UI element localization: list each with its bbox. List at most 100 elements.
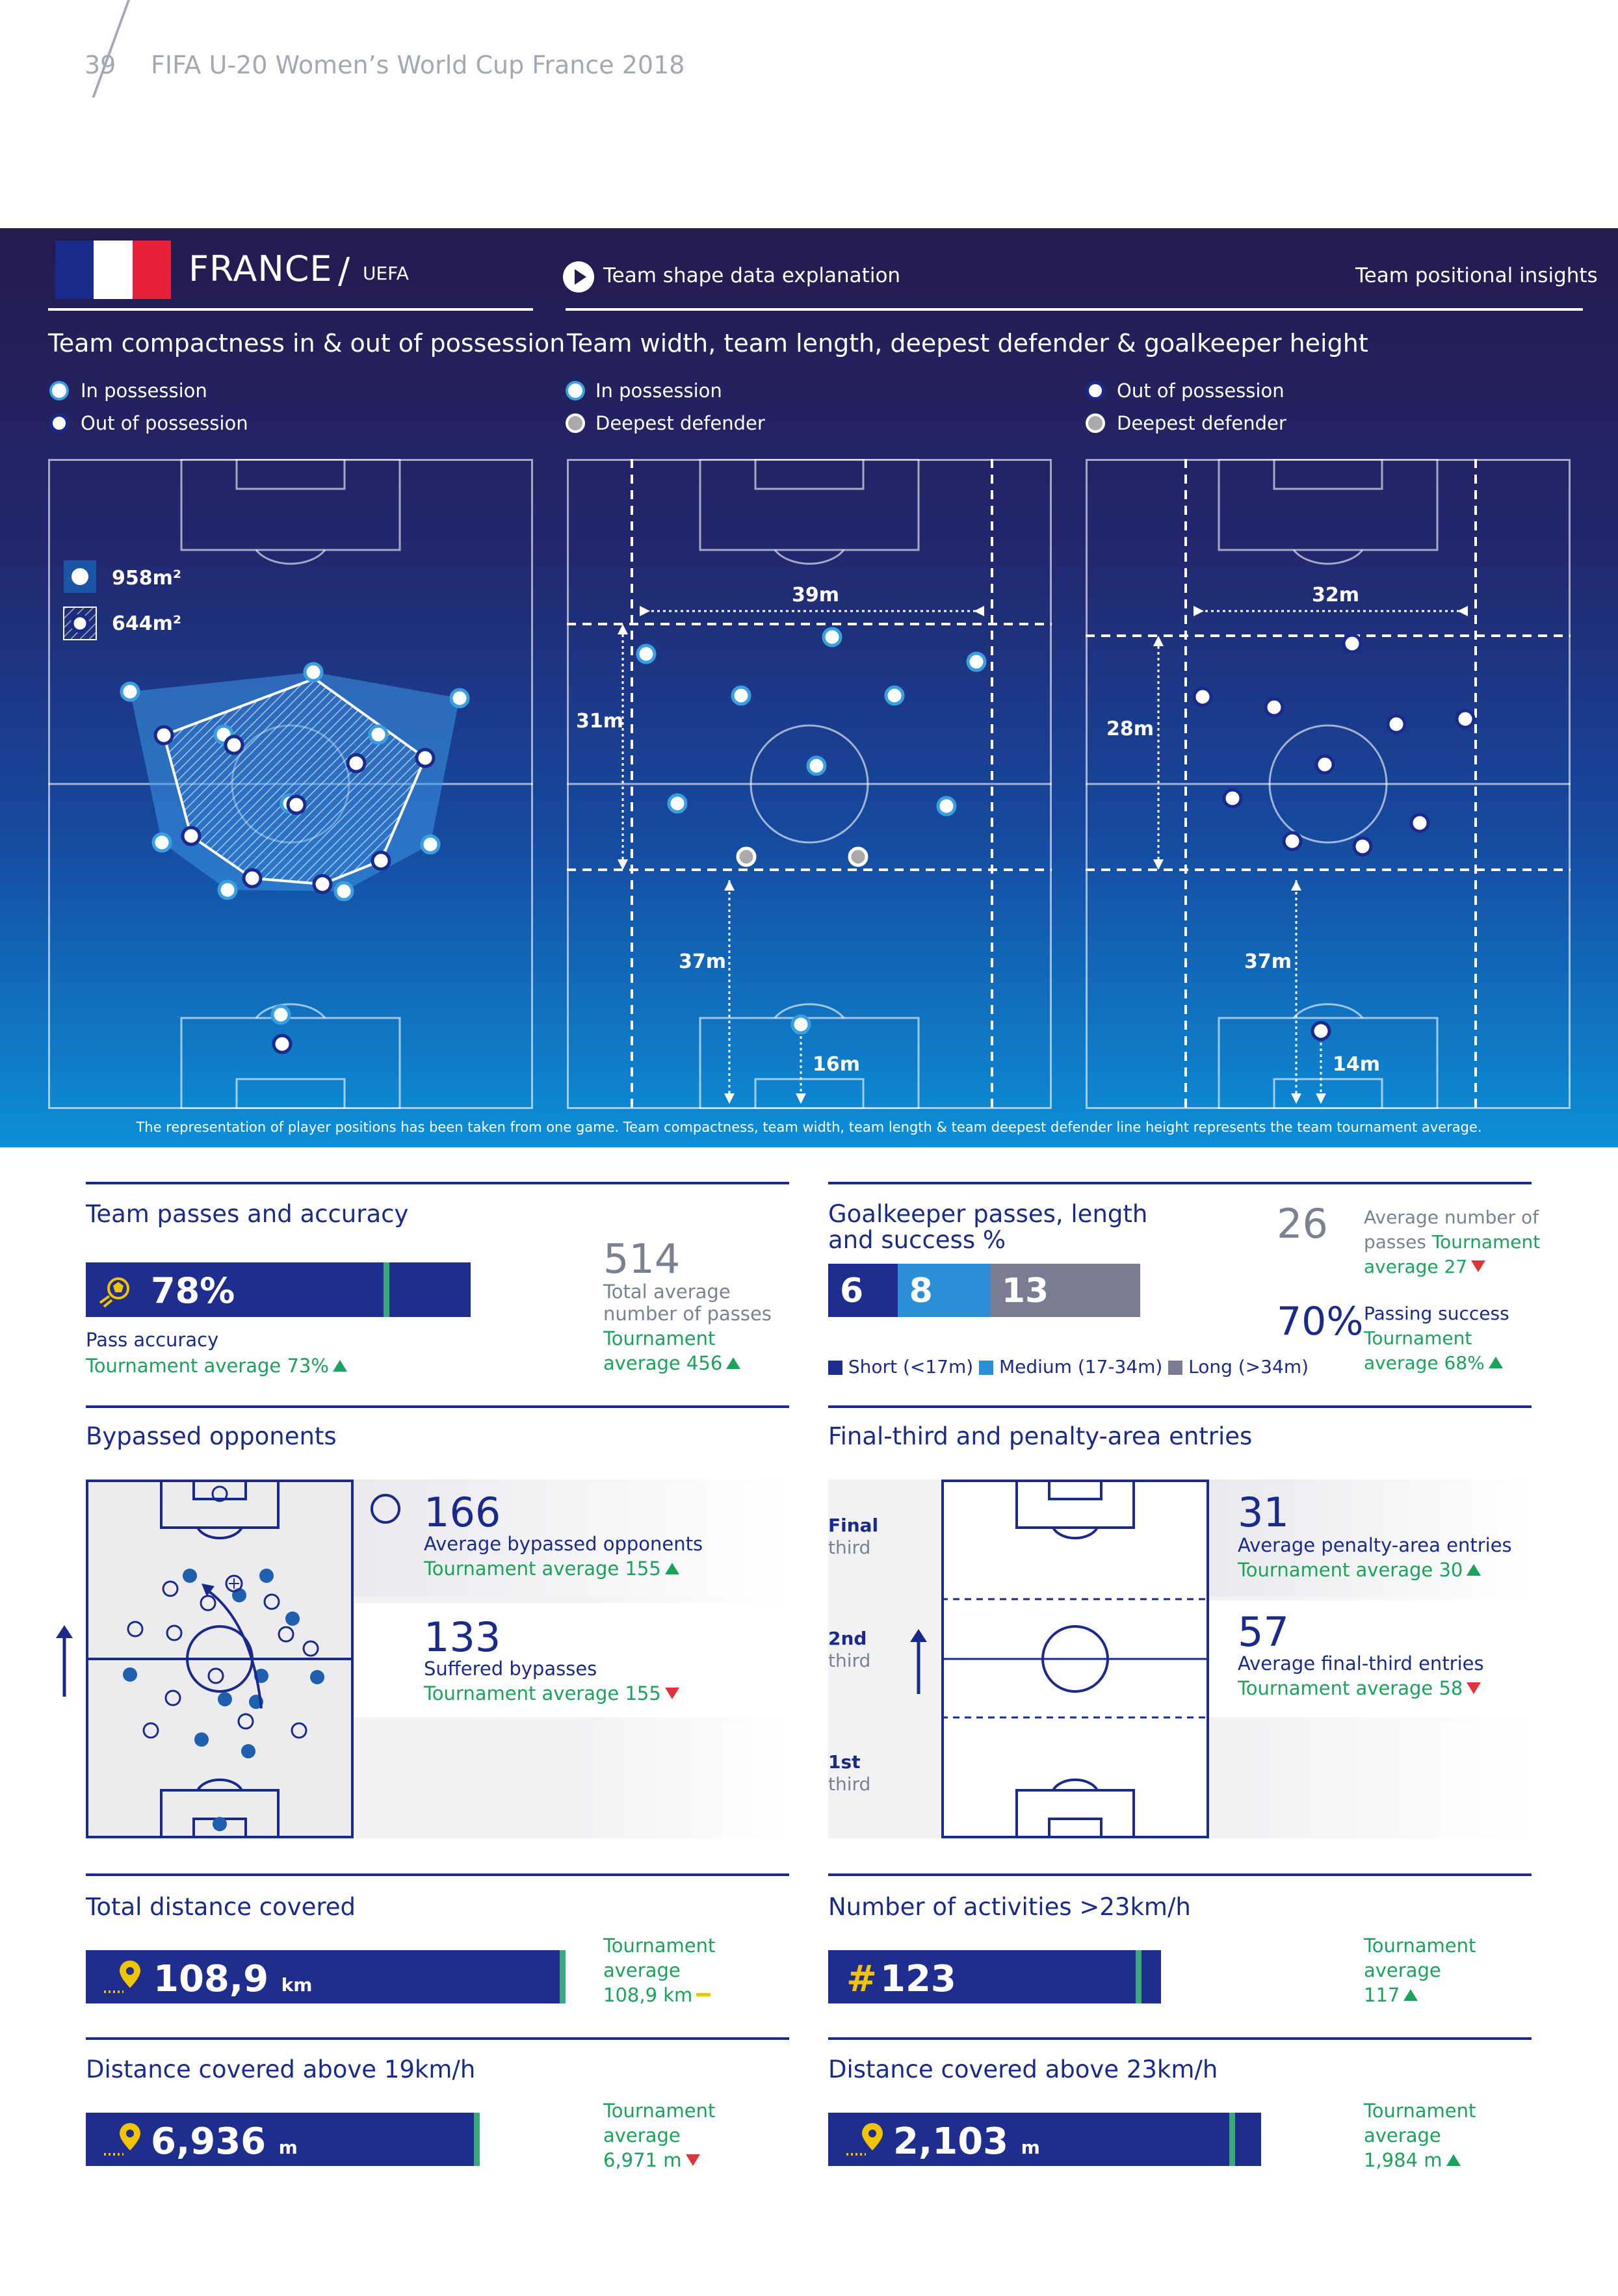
entries-pitch: [941, 1480, 1209, 1838]
gk-medium-segment: [897, 1264, 990, 1317]
dist23-tour-text: 1,984 m: [1364, 2149, 1442, 2171]
penalty-entries-value: 31: [1238, 1489, 1289, 1536]
section-rule: [828, 1873, 1532, 1876]
play-icon[interactable]: [563, 261, 594, 293]
pass-accuracy-bar: 78%: [86, 1262, 471, 1317]
dist19-unit: m: [278, 2137, 298, 2158]
bypassed-suffered-tour: Tournament average 155: [424, 1682, 679, 1704]
dist23-number: 2,103: [893, 2120, 1009, 2163]
second-third-label-2: third: [828, 1650, 871, 1671]
in-deepest-height: 37m: [679, 950, 727, 973]
bypassed-avg-value: 166: [424, 1489, 501, 1536]
down-arrow-icon: [664, 1688, 679, 1699]
distance-tour: 108,9 km: [603, 1984, 711, 2006]
activities-marker: [1136, 1950, 1142, 2003]
second-third-label: 2nd: [828, 1628, 867, 1649]
out-length-value: 28m: [1106, 718, 1155, 740]
final-third-entries-value: 57: [1238, 1608, 1289, 1656]
gk-short-segment: [828, 1264, 898, 1317]
section-rule: [86, 2037, 789, 2040]
team-name: FRANCE: [189, 248, 333, 289]
entries-row-1: [1209, 1480, 1532, 1597]
gk-legend-short: Short (<17m): [848, 1356, 974, 1377]
compactness-pitch: 958m² 644m²: [48, 458, 533, 1110]
legend-out: Out of possession: [81, 412, 248, 434]
short-swatch: [828, 1361, 842, 1375]
entries-title: Final-third and penalty-area entries: [828, 1422, 1253, 1450]
dist23-title: Distance covered above 23km/h: [828, 2055, 1218, 2083]
final-third-entries-tour: Tournament average 58: [1238, 1677, 1481, 1699]
dist23-tour-1: Tournament: [1364, 2100, 1476, 2122]
gk-legend-long: Long (>34m): [1188, 1356, 1309, 1377]
dist23-bar: 2,103 m: [828, 2113, 1261, 2166]
distance-number: 108,9: [153, 1958, 269, 2000]
gk-legend: Short (<17m) Medium (17-34m) Long (>34m): [828, 1356, 1309, 1377]
deepest-defender-dot-icon: [1086, 413, 1105, 433]
down-arrow-icon: [685, 2154, 700, 2166]
bypassed-avg-tour-text: Tournament average 155: [424, 1558, 661, 1580]
location-pin-icon: [104, 1961, 140, 1993]
long-swatch: [1168, 1361, 1183, 1375]
in-possession-dot-icon: [566, 381, 585, 400]
pass-accuracy-marker: [383, 1262, 389, 1317]
final-third-label: Final: [828, 1515, 879, 1536]
penalty-entries-tour-text: Tournament average 30: [1238, 1559, 1463, 1581]
section-rule: [86, 1405, 789, 1408]
divider: [48, 308, 533, 311]
total-passes-label-1: Total average: [603, 1281, 731, 1303]
activities-tour: 117: [1364, 1984, 1418, 2006]
total-passes-label-2: number of passes: [603, 1303, 772, 1325]
gk-success-tour-1: Tournament: [1364, 1327, 1472, 1349]
total-passes-tour-text: average 456: [603, 1352, 723, 1374]
gk-avg-passes-label-2: passes Tournament: [1364, 1231, 1540, 1253]
location-pin-icon: [104, 2123, 140, 2156]
dist19-value: 6,936 m: [151, 2120, 298, 2163]
distance-tour-1: Tournament: [603, 1935, 716, 1957]
legend-deepest: Deepest defender: [595, 412, 765, 434]
bypassed-row-2: [354, 1603, 789, 1717]
positional-insights-link[interactable]: Team positional insights: [1355, 264, 1598, 287]
gk-success-tour: average 68%: [1364, 1352, 1503, 1374]
pass-accuracy-tour: Tournament average 73%: [86, 1355, 347, 1377]
footnote: The representation of player positions h…: [136, 1119, 1482, 1135]
up-arrow-icon: [726, 1357, 741, 1369]
dist19-tour: 6,971 m: [603, 2149, 700, 2171]
bypassed-suffered-tour-text: Tournament average 155: [424, 1682, 661, 1704]
section-rule: [86, 1182, 789, 1184]
direction-arrow-icon: [56, 1625, 73, 1697]
final-third-entries-label: Average final-third entries: [1238, 1652, 1484, 1675]
opponent-circle-icon: [371, 1494, 400, 1524]
pass-accuracy-tour-text: Tournament average 73%: [86, 1355, 329, 1377]
gk-legend-medium: Medium (17-34m): [998, 1356, 1163, 1377]
bypassed-pitch: [86, 1480, 354, 1838]
out-possession-pitch: 32m 28m 37m 14m: [1086, 458, 1571, 1110]
header-divider: [92, 0, 130, 98]
in-possession-pitch: 39m 31m 37m 16m: [567, 458, 1052, 1110]
dist23-tour: 1,984 m: [1364, 2149, 1461, 2171]
dist19-title: Distance covered above 19km/h: [86, 2055, 476, 2083]
up-arrow-icon: [1467, 1564, 1481, 1576]
out-possession-dot-icon: [49, 413, 69, 433]
distance-unit: km: [281, 1974, 313, 1996]
legend-out: Out of possession: [1117, 380, 1285, 402]
activities-title: Number of activities >23km/h: [828, 1893, 1191, 1921]
dist19-tour-text: 6,971 m: [603, 2149, 682, 2171]
gk-success-tour-text: average 68%: [1364, 1352, 1485, 1374]
bypassed-row-1: [354, 1480, 789, 1597]
dist19-tour-2: average: [603, 2124, 681, 2146]
out-possession-dot-icon: [1086, 381, 1105, 400]
pass-accuracy-fill: [86, 1262, 386, 1317]
medium-swatch: [979, 1361, 994, 1375]
activities-tour-1: Tournament: [1364, 1935, 1476, 1957]
dist23-value: 2,103 m: [893, 2120, 1040, 2163]
gk-avg-passes-tour-1: Tournament: [1431, 1231, 1541, 1253]
out-deepest-height: 37m: [1244, 950, 1292, 973]
direction-arrow-icon: [910, 1629, 927, 1694]
gk-success-value: 70%: [1277, 1299, 1364, 1344]
bypassed-title: Bypassed opponents: [86, 1422, 337, 1450]
gk-success-label: Passing success: [1364, 1303, 1509, 1324]
gk-long-value: 13: [1001, 1272, 1049, 1311]
up-arrow-icon: [1446, 2154, 1461, 2166]
out-area-value: 644m²: [112, 612, 182, 635]
shape-explanation-link[interactable]: Team shape data explanation: [603, 264, 901, 287]
